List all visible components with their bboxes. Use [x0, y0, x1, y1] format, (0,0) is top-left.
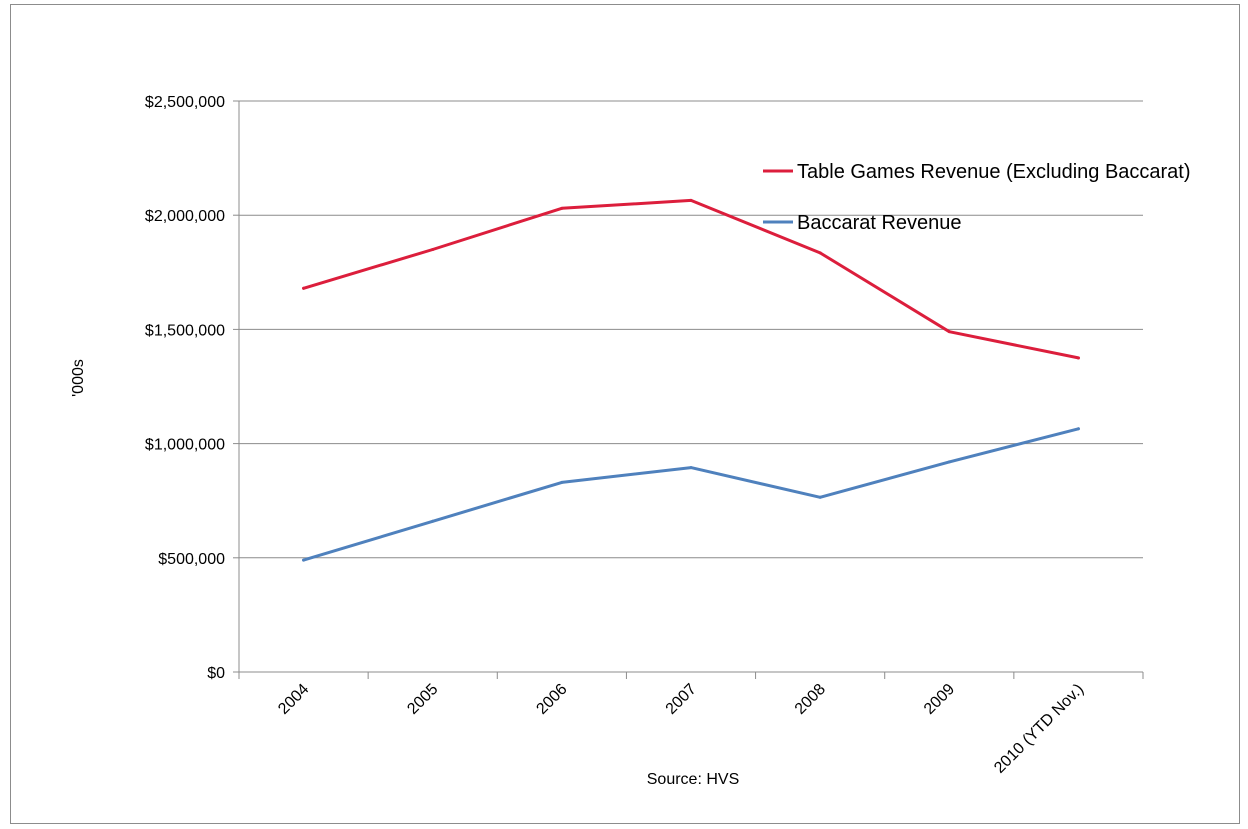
data-point — [689, 198, 693, 202]
data-point — [818, 495, 822, 499]
y-tick-label: $2,500,000 — [145, 94, 225, 111]
x-tick-label: 2005 — [404, 681, 441, 718]
y-tick-labels: $0 $500,000 $1,000,000 $1,500,000 $2,000,000… — [145, 94, 225, 682]
gridlines — [239, 100, 1143, 673]
y-tick-label: $1,500,000 — [145, 322, 225, 339]
legend: Table Games Revenue (Excluding Baccarat)… — [763, 161, 1191, 234]
data-point — [302, 558, 306, 562]
data-point — [302, 286, 306, 290]
data-point — [689, 466, 693, 470]
data-point — [1076, 427, 1080, 431]
x-tick-label: 2008 — [792, 681, 829, 718]
axes — [233, 100, 1144, 679]
data-point — [818, 251, 822, 255]
series-line-0 — [302, 198, 1080, 360]
data-point — [560, 206, 564, 210]
y-tick-label: $1,000,000 — [145, 437, 225, 454]
x-tick-labels: 2004 2005 2006 2007 2008 2009 2010 (YTD Nov.) — [275, 681, 1087, 777]
data-point — [947, 460, 951, 464]
series-line-1 — [302, 427, 1080, 562]
data-point — [1076, 356, 1080, 360]
x-tick-label: 2004 — [275, 681, 312, 718]
y-tick-label: $0 — [207, 665, 225, 682]
legend-label: Baccarat Revenue — [797, 212, 962, 234]
legend-label: Table Games Revenue (Excluding Baccarat) — [797, 161, 1191, 183]
y-tick-label: $500,000 — [158, 551, 225, 568]
data-point — [431, 247, 435, 251]
x-tick-label: 2010 (YTD Nov.) — [991, 681, 1087, 777]
x-tick-label: 2007 — [663, 681, 700, 718]
x-axis-title: Source: HVS — [647, 771, 739, 788]
x-tick-label: 2009 — [921, 681, 958, 718]
y-tick-label: $2,000,000 — [145, 208, 225, 225]
data-point — [431, 519, 435, 523]
x-tick-label: 2006 — [533, 681, 570, 718]
data-point — [560, 480, 564, 484]
series-lines — [302, 198, 1080, 562]
chart-frame: $0 $500,000 $1,000,000 $1,500,000 $2,000,000… — [10, 4, 1240, 824]
line-chart: $0 $500,000 $1,000,000 $1,500,000 $2,000,000… — [70, 94, 1191, 788]
data-point — [947, 330, 951, 334]
y-axis-title: '000s — [70, 359, 87, 397]
